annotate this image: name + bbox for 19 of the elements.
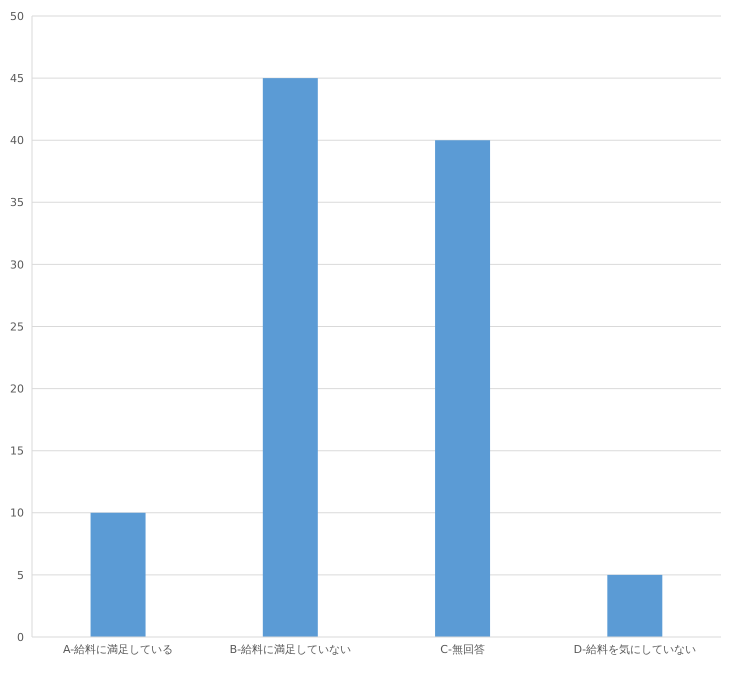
y-tick-label: 25	[10, 320, 24, 334]
y-tick-label: 15	[10, 444, 24, 458]
x-tick-label: B-給料に満足していない	[230, 642, 352, 656]
bar	[607, 574, 662, 637]
y-tick-label: 10	[10, 506, 24, 520]
bar	[435, 140, 490, 637]
y-tick-label: 20	[10, 382, 24, 396]
y-tick-label: 45	[10, 72, 24, 86]
y-tick-label: 35	[10, 196, 24, 210]
bar	[262, 78, 318, 637]
y-tick-label: 40	[10, 134, 24, 148]
y-tick-label: 5	[17, 568, 24, 582]
y-tick-label: 50	[10, 10, 24, 23]
x-tick-label: D-給料を気にしていない	[574, 642, 696, 656]
y-tick-label: 30	[10, 258, 24, 272]
bar	[90, 512, 146, 637]
x-tick-label: C-無回答	[440, 642, 485, 656]
x-tick-label: A-給料に満足している	[62, 642, 174, 656]
y-tick-label: 0	[17, 630, 24, 644]
